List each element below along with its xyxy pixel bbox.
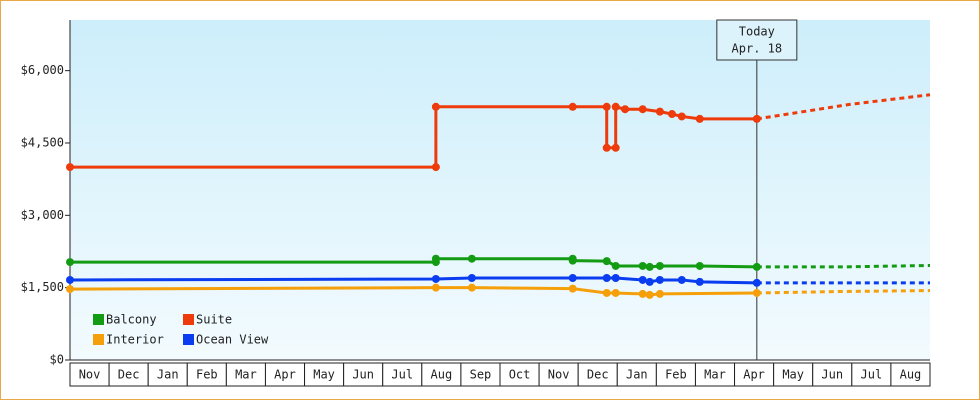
today-box <box>716 19 798 61</box>
price-point <box>431 163 440 172</box>
price-point <box>611 143 620 152</box>
price-point <box>431 283 440 292</box>
x-tick-label: Nov <box>79 368 101 382</box>
price-point <box>621 105 630 114</box>
price-point <box>602 143 611 152</box>
legend-label: Suite <box>196 313 232 327</box>
price-point <box>645 277 654 286</box>
price-point <box>695 277 704 286</box>
price-point <box>638 289 647 298</box>
price-point <box>655 107 664 116</box>
legend-swatch <box>93 334 104 345</box>
y-tick-label: $3,000 <box>21 208 64 222</box>
price-point <box>655 289 664 298</box>
forecast-line <box>756 263 931 269</box>
price-point <box>66 258 74 267</box>
x-tick-label: Jul <box>861 368 883 382</box>
price-point <box>66 275 74 284</box>
price-point <box>431 102 440 111</box>
price-point <box>752 262 761 271</box>
price-point <box>645 262 654 271</box>
price-point <box>66 285 74 294</box>
x-tick-cell <box>890 362 931 387</box>
legend-label: Ocean View <box>196 333 269 347</box>
price-point <box>602 274 611 283</box>
price-point <box>568 284 577 293</box>
x-tick-label: Jan <box>157 368 179 382</box>
price-point <box>568 256 577 265</box>
price-point <box>431 274 440 283</box>
price-point <box>638 105 647 114</box>
legend-swatch <box>183 314 194 325</box>
price-point <box>611 261 620 270</box>
price-point <box>752 114 761 123</box>
price-point <box>645 290 654 299</box>
x-tick-label: Aug <box>431 368 453 382</box>
x-tick-label: May <box>313 368 335 382</box>
forecast-line <box>756 93 931 121</box>
x-tick-label: Jan <box>626 368 648 382</box>
price-point <box>611 288 620 297</box>
price-point <box>568 102 577 111</box>
x-tick-label: Feb <box>196 368 218 382</box>
x-tick-label: Jun <box>821 368 843 382</box>
x-tick-label: Dec <box>587 368 609 382</box>
x-tick-label: Apr <box>274 368 296 382</box>
legend-label: Interior <box>106 333 164 347</box>
price-point <box>655 261 664 270</box>
x-tick-label: Mar <box>704 368 726 382</box>
price-point <box>568 274 577 283</box>
x-tick-label: Mar <box>235 368 257 382</box>
x-tick-label: Dec <box>118 368 140 382</box>
legend-swatch <box>93 314 104 325</box>
price-point <box>611 274 620 283</box>
price-point <box>695 261 704 270</box>
x-tick-label: Jul <box>391 368 413 382</box>
price-point <box>431 254 440 263</box>
plot-area <box>70 20 930 360</box>
y-tick-label: $6,000 <box>21 63 64 77</box>
x-tick-label: Feb <box>665 368 687 382</box>
y-tick-label: $0 <box>50 353 64 367</box>
y-tick-label: $4,500 <box>21 135 64 149</box>
today-label: Today <box>739 25 775 39</box>
x-tick-label: Oct <box>509 368 531 382</box>
price-point <box>695 114 704 123</box>
price-point <box>602 102 611 111</box>
price-point <box>668 110 676 119</box>
price-line <box>69 286 757 297</box>
price-point <box>655 275 664 284</box>
forecast-line <box>756 289 931 295</box>
price-point <box>467 254 476 263</box>
price-point <box>602 257 611 266</box>
price-point <box>677 275 686 284</box>
legend-label: Balcony <box>106 313 157 327</box>
price-point <box>752 278 761 287</box>
price-point <box>638 275 647 284</box>
price-point <box>638 261 647 270</box>
x-tick-label: May <box>782 368 804 382</box>
price-point <box>602 288 611 297</box>
x-tick-label: Aug <box>900 368 922 382</box>
y-tick-label: $1,500 <box>21 280 64 294</box>
price-point <box>467 283 476 292</box>
price-point <box>752 288 761 297</box>
x-tick-label: Sep <box>470 368 492 382</box>
legend-swatch <box>183 334 194 345</box>
price-point <box>467 274 476 283</box>
x-tick-label: Apr <box>743 368 765 382</box>
price-point <box>66 163 74 172</box>
x-tick-label: Jun <box>352 368 374 382</box>
today-label: Apr. 18 <box>732 42 783 56</box>
price-point <box>677 112 686 121</box>
price-point <box>611 102 620 111</box>
x-tick-label: Nov <box>548 368 570 382</box>
